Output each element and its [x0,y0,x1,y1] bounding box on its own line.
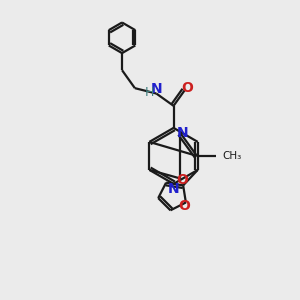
Text: N: N [151,82,163,96]
Text: CH₃: CH₃ [223,151,242,161]
Text: O: O [178,199,190,213]
Text: N: N [177,126,189,140]
Text: O: O [176,173,188,187]
Text: N: N [168,182,179,196]
Text: H: H [145,86,154,99]
Text: O: O [181,81,193,95]
